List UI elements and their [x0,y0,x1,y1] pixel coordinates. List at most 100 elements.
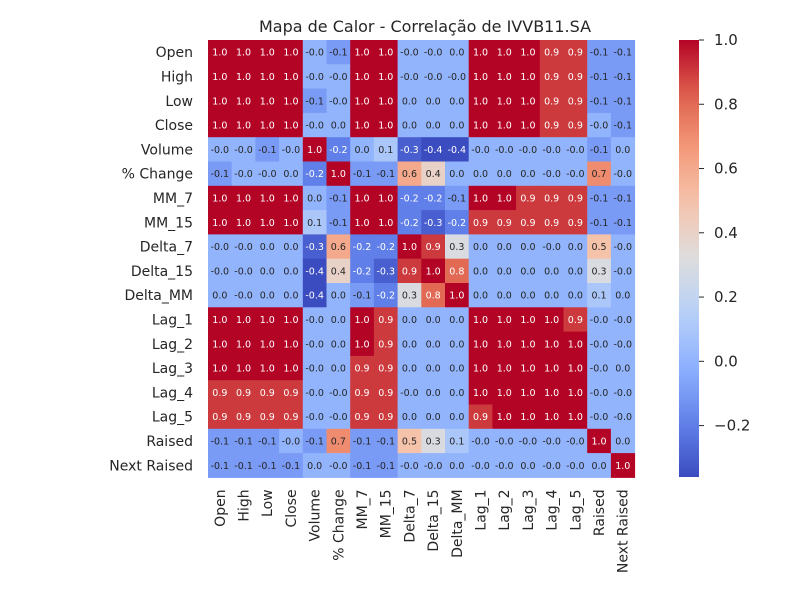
cell-value-label: 0.9 [544,193,559,204]
heatmap-cell [373,137,399,162]
cell-value-label: -0.0 [329,461,348,472]
colorbar-tick-label: 1.0 [714,31,738,49]
heatmap-cell [350,283,375,308]
cell-value-label: -0.1 [376,461,395,472]
cell-value-label: 0.9 [378,364,393,375]
heatmap-cell [445,355,470,381]
col-tick-label: % Change [331,489,347,560]
heatmap-cell [326,283,351,308]
colorbar-tick-label: 0.8 [714,95,738,113]
heatmap-cell [326,112,351,138]
heatmap-cell [516,428,541,454]
cell-value-label: 0.0 [426,315,441,326]
cell-value-label: 0.8 [426,291,441,302]
cell-value-label: 1.0 [497,96,512,107]
cell-value-label: 0.0 [591,461,606,472]
heatmap-cell [397,258,422,284]
cell-value-label: 0.9 [473,218,488,229]
cell-value-label: -0.1 [376,169,395,180]
cell-value-label: 1.0 [283,315,298,326]
cell-value-label: 1.0 [354,121,369,132]
cell-value-label: 0.9 [378,315,393,326]
cell-value-label: -0.1 [590,193,609,204]
heatmap-cell [208,40,233,65]
cell-value-label: 0.9 [520,218,535,229]
heatmap-cell [326,40,351,65]
col-tick-label: Delta_MM [450,489,466,558]
cell-value-label: -0.0 [234,242,253,253]
cell-value-label: -0.0 [234,266,253,277]
cell-value-label: 0.0 [497,266,512,277]
heatmap-cell [492,331,517,357]
cell-value-label: -0.0 [234,145,253,156]
heatmap-cell [350,112,375,138]
heatmap-cell [373,234,399,260]
cell-value-label: -0.0 [542,461,561,472]
cell-value-label: -0.0 [282,436,301,447]
heatmap-cell [279,185,304,211]
heatmap-cell [231,307,256,333]
heatmap-cell [350,137,375,162]
row-tick-label: Delta_7 [140,240,193,256]
heatmap-cell [516,283,541,308]
cell-value-label: 0.1 [449,436,464,447]
heatmap-cell [610,258,636,284]
cell-value-label: -0.0 [566,145,585,156]
cell-value-label: 0.0 [449,461,464,472]
heatmap-cell [231,112,256,138]
col-tick-label: Volume [308,489,324,541]
cell-value-label: 0.0 [426,339,441,350]
cell-value-label: 0.0 [497,169,512,180]
cell-value-label: 0.0 [402,339,417,350]
row-tick-label: High [161,69,193,85]
cell-value-label: -0.1 [234,461,253,472]
heatmap-cell [516,64,541,90]
cell-value-label: -0.0 [613,412,632,423]
cell-value-label: -0.0 [613,388,632,399]
heatmap-cell [208,64,233,90]
cell-value-label: 0.0 [449,48,464,59]
heatmap-cell [326,88,351,114]
heatmap-cell [539,88,564,114]
cell-value-label: 0.0 [260,291,275,302]
heatmap-cell [397,283,422,308]
heatmap-cell [350,88,375,114]
heatmap-cell [516,185,541,211]
cell-value-label: -0.0 [234,291,253,302]
cell-value-label: 1.0 [354,48,369,59]
heatmap-cell [373,64,399,90]
chart-title: Mapa de Calor - Correlação de IVVB11.SA [259,17,591,36]
row-tick-label: Close [155,118,193,134]
cell-value-label: -0.0 [258,169,277,180]
cell-value-label: -0.0 [495,461,514,472]
heatmap-cell [539,453,564,478]
heatmap-cell [587,258,612,284]
cell-value-label: 0.9 [260,388,275,399]
heatmap-cell [279,307,304,333]
cell-value-label: 1.0 [283,364,298,375]
heatmap-cell [539,137,564,162]
heatmap-cell [208,428,233,454]
cell-value-label: 0.0 [426,412,441,423]
heatmap-cell [373,112,399,138]
heatmap-cell [468,40,493,65]
heatmap-cell [516,380,541,405]
cell-value-label: 0.0 [449,339,464,350]
cell-value-label: 0.0 [473,169,488,180]
cell-value-label: 0.0 [615,364,630,375]
heatmap-cell [445,234,470,260]
heatmap-cell [445,112,470,138]
heatmap-cell [610,64,636,90]
heatmap-cell [421,88,446,114]
heatmap-cell [492,283,517,308]
cell-value-label: 0.9 [544,72,559,83]
cell-value-label: -0.3 [376,266,395,277]
heatmap-cell [610,453,636,478]
heatmap-cell [279,64,304,90]
heatmap-cell [421,185,446,211]
cell-value-label: 1.0 [473,121,488,132]
cell-value-label: 1.0 [520,364,535,375]
cell-value-label: 1.0 [378,48,393,59]
cell-value-label: 0.0 [449,412,464,423]
